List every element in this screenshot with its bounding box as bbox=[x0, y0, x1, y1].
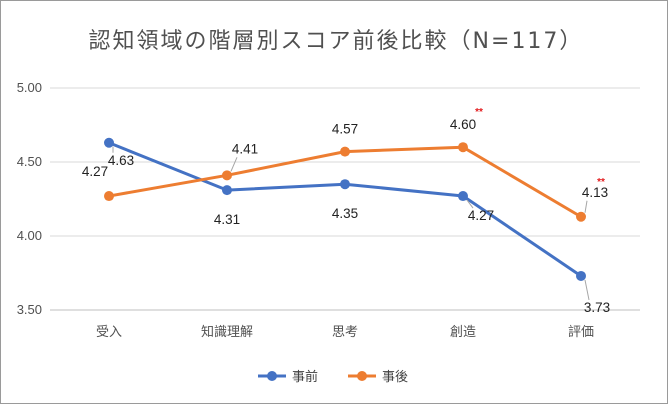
leader-line bbox=[466, 199, 474, 209]
data-point bbox=[576, 211, 586, 222]
x-category-label: 評価 bbox=[568, 325, 594, 340]
data-point bbox=[222, 170, 232, 181]
data-label: 4.63 bbox=[108, 153, 134, 168]
x-category-label: 創造 bbox=[450, 325, 476, 340]
data-label: 4.57 bbox=[332, 122, 358, 137]
leader-line bbox=[230, 157, 238, 172]
data-label: 4.13 bbox=[582, 185, 608, 200]
x-category-label: 思考 bbox=[332, 325, 358, 340]
y-tick-label: 5.00 bbox=[17, 80, 42, 95]
x-category-label: 受入 bbox=[96, 325, 122, 340]
data-label: 4.27 bbox=[468, 208, 494, 223]
significance-mark: ** bbox=[475, 107, 483, 118]
data-point bbox=[576, 270, 586, 281]
data-point bbox=[104, 191, 114, 202]
data-label: 4.41 bbox=[232, 141, 258, 156]
data-label: 4.27 bbox=[82, 164, 108, 179]
data-point bbox=[340, 179, 350, 190]
leader-line bbox=[584, 279, 590, 301]
significance-mark: ** bbox=[597, 177, 605, 188]
chart-title: 認知領域の階層別スコア前後比較（N=117） bbox=[88, 29, 584, 54]
data-label: 4.35 bbox=[332, 206, 358, 221]
y-tick-label: 3.50 bbox=[17, 302, 42, 317]
x-category-label: 知識理解 bbox=[201, 324, 253, 340]
y-tick-label: 4.00 bbox=[17, 228, 42, 243]
data-label: 4.31 bbox=[214, 212, 240, 227]
data-point bbox=[340, 146, 350, 157]
legend-marker bbox=[267, 371, 277, 381]
legend-label: 事前 bbox=[292, 369, 318, 385]
legend-label: 事後 bbox=[382, 370, 408, 385]
data-point bbox=[222, 185, 232, 196]
data-point bbox=[104, 137, 114, 148]
legend-marker bbox=[357, 371, 367, 381]
leader-line bbox=[584, 200, 588, 213]
data-label: 3.73 bbox=[584, 300, 610, 315]
y-tick-label: 4.50 bbox=[17, 154, 42, 169]
data-point bbox=[458, 191, 468, 202]
data-point bbox=[458, 142, 468, 153]
data-label: 4.60 bbox=[450, 117, 476, 132]
